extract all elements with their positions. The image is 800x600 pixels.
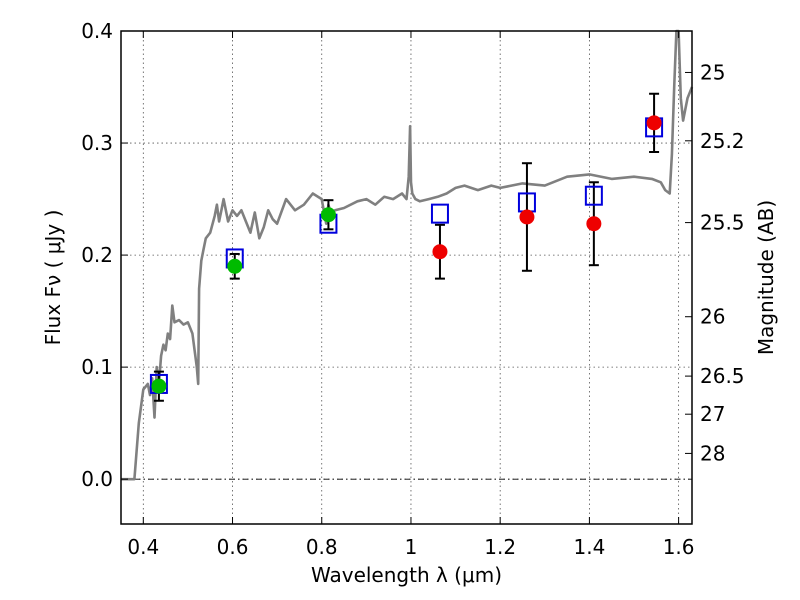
right-tick-label: 28 (700, 441, 725, 465)
infrared-point (646, 115, 662, 131)
right-tick-label: 25 (700, 60, 725, 84)
right-tick-label: 26 (700, 305, 725, 329)
x-tick-label: 0.8 (306, 535, 338, 559)
optical-point (151, 378, 167, 394)
model-box (430, 203, 449, 224)
y-tick-label: 0.0 (81, 467, 113, 491)
y-axis-label: Flux Fν ( μJy ) (41, 210, 65, 346)
template-spectrum-line (121, 29, 694, 481)
x-tick-label: 1 (405, 535, 418, 559)
x-tick-label: 1.6 (663, 535, 695, 559)
plot-frame (120, 30, 693, 525)
optical-point (320, 207, 336, 223)
model-boxes (149, 117, 664, 394)
right-tick-label: 27 (700, 402, 725, 426)
observed-points (151, 115, 662, 394)
optical-point (227, 258, 243, 274)
y-tick-label: 0.3 (81, 131, 113, 155)
y-tick-label: 0.2 (81, 243, 113, 267)
x-tick-label: 0.6 (217, 535, 249, 559)
right-axis-label: Magnitude (AB) (754, 200, 778, 355)
right-tick-label: 26.5 (700, 364, 745, 388)
right-tick-label: 25.5 (700, 211, 745, 235)
infrared-point (519, 209, 535, 225)
template-spectrum (121, 29, 694, 481)
y-tick-label: 0.1 (81, 355, 113, 379)
infrared-point (586, 216, 602, 232)
y-tick-label: 0.4 (81, 19, 113, 43)
infrared-point (432, 244, 448, 260)
x-tick-label: 1.4 (573, 535, 605, 559)
x-axis-label: Wavelength λ (μm) (311, 563, 502, 587)
error-bars (153, 92, 660, 402)
model-box (584, 185, 603, 206)
x-tick-label: 1.2 (484, 535, 516, 559)
tick-labels: 0.4 0.6 0.8 1 1.2 1.4 1.6 0.0 0.1 0.2 0.3 0.4 25 25.2… (81, 19, 744, 559)
ticks (121, 30, 692, 524)
grid (121, 30, 692, 524)
x-tick-label: 0.4 (127, 535, 159, 559)
right-tick-label: 25.2 (700, 129, 745, 153)
